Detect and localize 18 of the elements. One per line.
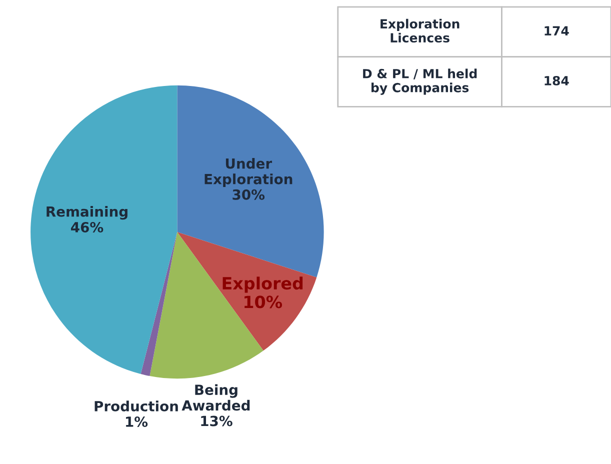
data-label: 10%: [244, 296, 282, 308]
text: Exploration Licences: [380, 18, 460, 43]
slice-label: Explored: [222, 276, 303, 293]
data-label: 46%: [70, 222, 104, 232]
text: 184: [544, 76, 569, 86]
data-label: 1%: [126, 416, 148, 427]
text: D & PL / ML held by Companies: [363, 68, 477, 95]
slice-label: Under Exploration: [204, 158, 292, 188]
pie-slice: [30, 85, 178, 374]
slice-label: Being Awarded: [182, 384, 250, 411]
data-label: 13%: [201, 416, 232, 426]
pie-slice: [177, 232, 317, 351]
pie-slice: [177, 85, 324, 278]
slice-label: Production: [94, 400, 178, 412]
pie-slice: [140, 232, 178, 376]
text: 174: [544, 26, 569, 36]
slice-label: Remaining: [46, 206, 128, 220]
data-label: 30%: [232, 189, 265, 200]
